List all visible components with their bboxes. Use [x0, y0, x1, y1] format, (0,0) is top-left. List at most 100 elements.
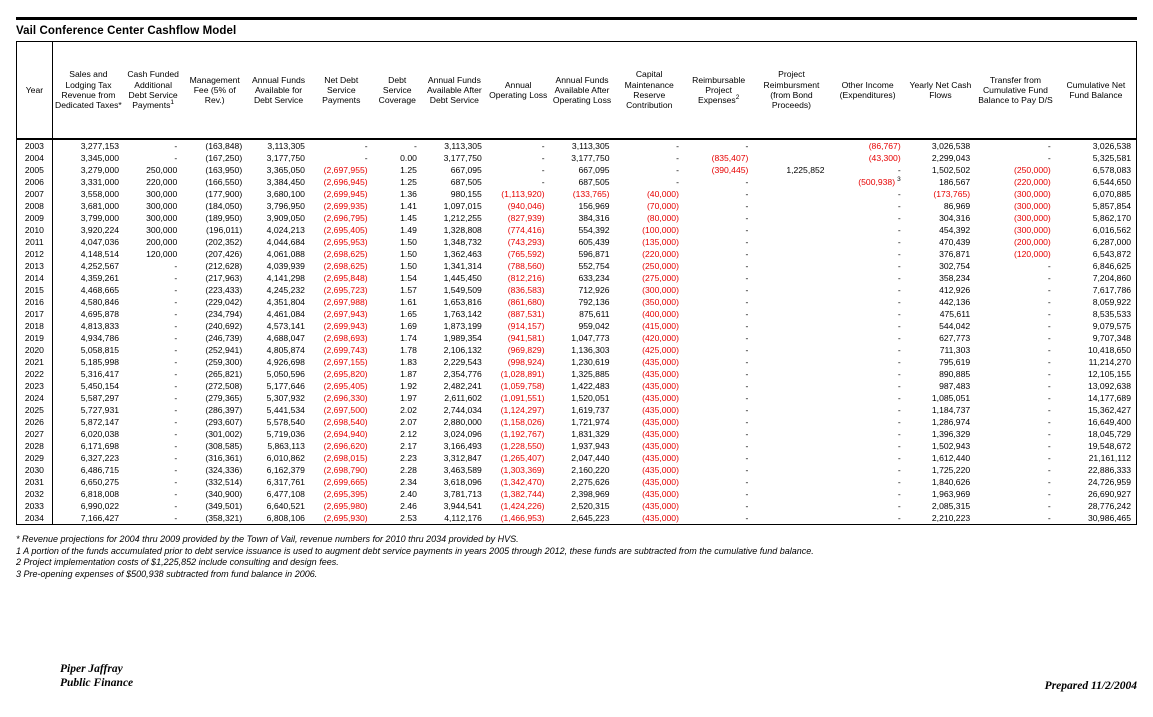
table-cell: 1.74 — [400, 333, 417, 343]
year-cell: 2031 — [16, 476, 53, 488]
table-cell: 987,483 — [939, 381, 971, 391]
table-row: 2025 5,727,931 - (286,397) 5,441,534 (2,697,5… — [16, 404, 1137, 416]
table-cell: 15,362,427 — [1087, 405, 1131, 415]
table-cell: (1,342,470) — [500, 477, 545, 487]
table-cell: 2,160,220 — [571, 465, 610, 475]
year-cell: 2008 — [16, 200, 53, 212]
table-cell: (166,550) — [205, 177, 243, 187]
year-cell: 2010 — [16, 224, 53, 236]
year-cell: 2012 — [16, 248, 53, 260]
table-cell: (300,000) — [1013, 189, 1051, 199]
table-cell: 2,210,223 — [931, 513, 971, 523]
table-cell: 7,166,427 — [80, 513, 119, 523]
table-cell: 5,872,147 — [80, 417, 119, 427]
table-cell: 4,148,514 — [80, 249, 119, 259]
table-cell: 120,000 — [146, 249, 178, 259]
table-cell: 1,549,509 — [443, 285, 482, 295]
table-cell: 2.34 — [400, 477, 417, 487]
table-cell: (400,000) — [642, 309, 679, 319]
table-cell: - — [174, 417, 178, 427]
table-cell: 1,619,737 — [571, 405, 610, 415]
table-cell: (246,739) — [205, 333, 243, 343]
table-cell: 5,727,931 — [80, 405, 119, 415]
table-cell: (1,424,226) — [500, 501, 545, 511]
year-cell: 2020 — [16, 344, 53, 356]
table-cell: 186,567 — [939, 177, 971, 187]
table-cell: 1,520,051 — [571, 393, 610, 403]
table-cell: (272,508) — [205, 381, 243, 391]
table-cell: (202,352) — [205, 237, 243, 247]
table-cell: 1.36 — [400, 189, 417, 199]
table-cell: 2.17 — [400, 441, 417, 451]
table-cell: (2,697,500) — [323, 405, 368, 415]
table-cell: (743,293) — [507, 237, 545, 247]
table-cell — [753, 512, 829, 525]
year-cell: 2021 — [16, 356, 53, 368]
table-cell: 5,862,170 — [1092, 213, 1131, 223]
table-cell: (120,000) — [1013, 249, 1051, 259]
table-cell: 250,000 — [146, 165, 178, 175]
table-cell: 3,365,050 — [266, 165, 305, 175]
table-cell: 3,681,000 — [80, 201, 119, 211]
table-cell: (861,680) — [507, 297, 545, 307]
year-cell: 2027 — [16, 428, 53, 440]
year-cell: 2009 — [16, 212, 53, 224]
table-cell: 6,544,650 — [1092, 177, 1131, 187]
table-cell: 1.54 — [400, 273, 417, 283]
table-cell: (2,696,330) — [323, 393, 368, 403]
table-cell: - — [745, 213, 749, 223]
table-cell: - — [897, 189, 901, 199]
column-header: Cash Funded Additional Debt Service Paym… — [124, 41, 183, 140]
table-cell: (265,821) — [205, 369, 243, 379]
table-cell: (217,963) — [205, 273, 243, 283]
table-cell: 5,177,646 — [266, 381, 305, 391]
table-cell: - — [897, 501, 901, 511]
table-cell: 1,721,974 — [571, 417, 610, 427]
table-cell: 300,000 — [146, 225, 178, 235]
table-cell: 4,039,939 — [266, 261, 305, 271]
year-cell: 2018 — [16, 320, 53, 332]
table-cell: 4,024,213 — [266, 225, 305, 235]
table-cell: 6,818,008 — [80, 489, 119, 499]
table-cell: (196,011) — [206, 225, 243, 235]
table-cell: 4,468,665 — [80, 285, 119, 295]
table-cell: 1.45 — [400, 213, 417, 223]
table-cell: - — [541, 141, 545, 151]
table-cell: (293,607) — [205, 417, 243, 427]
table-cell: (212,628) — [205, 261, 243, 271]
table-cell: 5,307,932 — [266, 393, 305, 403]
table-cell — [753, 392, 829, 404]
year-cell: 2022 — [16, 368, 53, 380]
table-cell: 687,505 — [450, 177, 482, 187]
year-cell: 2011 — [16, 236, 53, 248]
table-cell: - — [897, 345, 901, 355]
table-body: 2003 3,277,153 - (163,848) 3,113,305 - - 3,113,… — [16, 139, 1137, 525]
table-cell: - — [897, 249, 901, 259]
table-cell — [753, 188, 829, 200]
table-cell: - — [174, 405, 178, 415]
table-cell: - — [745, 333, 749, 343]
table-cell: 4,580,846 — [80, 297, 119, 307]
table-cell: 300,000 — [146, 213, 178, 223]
column-header: Annual Funds Available for Debt Service — [247, 41, 310, 140]
column-header: Transfer from Cumulative Fund Balance to… — [975, 41, 1056, 140]
table-cell: - — [897, 429, 901, 439]
table-cell: (2,695,820) — [323, 369, 368, 379]
table-cell: (2,695,723) — [323, 285, 368, 295]
table-cell: 22,886,333 — [1087, 465, 1131, 475]
table-cell: - — [1047, 297, 1051, 307]
table-row: 2008 3,681,000 300,000 (184,050) 3,796,950 (2… — [16, 200, 1137, 212]
table-cell — [753, 152, 829, 164]
table-cell — [753, 260, 829, 272]
table-cell: - — [174, 501, 178, 511]
table-cell: 412,926 — [939, 285, 971, 295]
table-cell: (2,698,693) — [323, 333, 368, 343]
table-cell: - — [1047, 309, 1051, 319]
table-cell: - — [174, 273, 178, 283]
table-cell: 26,690,927 — [1087, 489, 1131, 499]
year-cell: 2033 — [16, 500, 53, 512]
table-cell: - — [745, 237, 749, 247]
table-cell: 442,136 — [939, 297, 971, 307]
table-cell: 3,024,096 — [443, 429, 482, 439]
table-cell: - — [1047, 369, 1051, 379]
